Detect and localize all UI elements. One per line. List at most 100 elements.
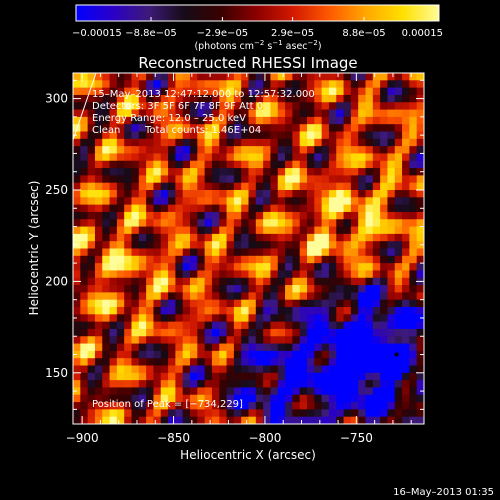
heatmap-cell <box>365 138 374 147</box>
heatmap-cell <box>321 73 330 81</box>
heatmap-cell <box>182 190 191 198</box>
heatmap-cell <box>87 394 96 403</box>
heatmap-cell <box>219 73 227 81</box>
heatmap-cell <box>116 116 125 125</box>
heatmap-cell <box>372 138 381 147</box>
heatmap-cell <box>343 255 352 264</box>
heatmap-cell <box>73 80 81 89</box>
heatmap-cell <box>168 204 176 213</box>
heatmap-cell <box>226 409 235 418</box>
heatmap-cell <box>343 387 352 396</box>
heatmap-cell <box>80 197 89 206</box>
heatmap-cell <box>394 277 403 286</box>
heatmap-cell <box>263 394 271 403</box>
heatmap-cell <box>138 314 147 323</box>
heatmap-cell <box>131 299 140 308</box>
heatmap-cell <box>241 124 249 132</box>
heatmap-cell <box>314 402 323 410</box>
heatmap-cell <box>153 336 162 344</box>
heatmap-cell <box>204 285 213 293</box>
heatmap-cell <box>277 219 286 227</box>
heatmap-cell <box>299 80 308 89</box>
heatmap-cell <box>350 350 359 359</box>
heatmap-cell <box>73 321 81 330</box>
heatmap-cell <box>175 292 184 301</box>
heatmap-cell <box>336 153 344 162</box>
heatmap-cell <box>416 263 424 271</box>
heatmap-cell <box>307 109 315 118</box>
heatmap-cell <box>343 73 352 81</box>
heatmap-cell <box>226 160 235 169</box>
heatmap-cell <box>124 285 132 293</box>
heatmap-cell <box>219 263 227 271</box>
heatmap-cell <box>190 182 198 191</box>
heatmap-cell <box>241 233 249 242</box>
heatmap-cell <box>292 409 301 418</box>
heatmap-cell <box>226 299 235 308</box>
heatmap-cell <box>160 241 169 249</box>
heatmap-cell <box>241 277 249 286</box>
heatmap-cell <box>343 131 352 140</box>
heatmap-cell <box>255 299 264 308</box>
heatmap-cell <box>124 336 132 344</box>
heatmap-cell <box>73 87 81 96</box>
colorbar-tick-label: 2.9e−05 <box>271 28 314 39</box>
heatmap-cell <box>263 131 271 140</box>
heatmap-cell <box>314 372 323 381</box>
heatmap-cell <box>146 372 154 381</box>
heatmap-cell <box>255 350 264 359</box>
heatmap-cell <box>307 307 315 315</box>
heatmap-cell <box>299 372 308 381</box>
heatmap-cell <box>350 328 359 337</box>
heatmap-cell <box>219 409 227 418</box>
heatmap-cell <box>409 109 418 118</box>
heatmap-cell <box>241 190 249 198</box>
heatmap-cell <box>153 197 162 206</box>
heatmap-cell <box>285 80 293 89</box>
heatmap-cell <box>116 350 125 359</box>
heatmap-cell <box>380 226 388 235</box>
heatmap-cell <box>138 409 147 418</box>
heatmap-cell <box>190 321 198 330</box>
heatmap-cell <box>182 87 191 96</box>
heatmap-cell <box>263 87 271 96</box>
heatmap-cell <box>402 175 410 184</box>
heatmap-cell <box>204 358 213 366</box>
heatmap-cell <box>416 270 424 279</box>
heatmap-cell <box>182 365 191 374</box>
heatmap-cell <box>255 365 264 374</box>
heatmap-cell <box>116 153 125 162</box>
heatmap-cell <box>358 175 366 184</box>
heatmap-cell <box>87 146 96 154</box>
heatmap-cell <box>204 292 213 301</box>
heatmap-cell <box>343 226 352 235</box>
heatmap-cell <box>336 197 344 206</box>
heatmap-cell <box>182 204 191 213</box>
heatmap-cell <box>277 226 286 235</box>
heatmap-cell <box>87 387 96 396</box>
heatmap-cell <box>153 321 162 330</box>
heatmap-cell <box>102 409 110 418</box>
heatmap-cell <box>416 394 424 403</box>
heatmap-cell <box>321 182 330 191</box>
heatmap-cell <box>138 146 147 154</box>
heatmap-cell <box>146 416 154 424</box>
heatmap-cell <box>87 343 96 352</box>
heatmap-cell <box>321 87 330 96</box>
heatmap-cell <box>138 343 147 352</box>
heatmap-cell <box>211 109 220 118</box>
heatmap-cell <box>402 94 410 103</box>
heatmap-cell <box>263 380 271 388</box>
heatmap-cell <box>160 226 169 235</box>
heatmap-cell <box>131 175 140 184</box>
heatmap-cell <box>248 131 257 140</box>
heatmap-cell <box>255 248 264 257</box>
heatmap-cell <box>336 343 344 352</box>
heatmap-cell <box>94 255 103 264</box>
heatmap-cell <box>211 102 220 110</box>
heatmap-cell <box>131 146 140 154</box>
heatmap-cell <box>138 248 147 257</box>
heatmap-cell <box>285 365 293 374</box>
heatmap-cell <box>380 182 388 191</box>
